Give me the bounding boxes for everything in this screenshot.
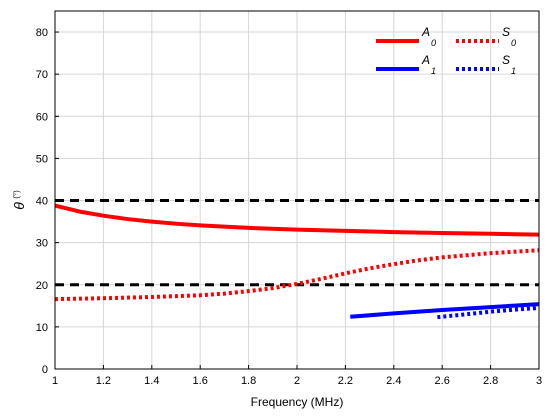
legend-name: A [421, 25, 430, 39]
legend-label-S1: S1 [502, 53, 516, 76]
y-axis-symbol: θ [11, 202, 27, 210]
series-layer [54, 203, 540, 320]
x-axis-title: Frequency (MHz) [251, 395, 344, 409]
legend-subscript: 0 [431, 38, 436, 48]
series-A1-line [350, 302, 540, 319]
legend-label-A0: A0 [421, 25, 436, 48]
x-tick-label: 2.6 [435, 375, 450, 387]
y-tick-label: 70 [36, 69, 48, 81]
legend-label-A1: A1 [421, 53, 436, 76]
legend-subscript: 1 [431, 66, 436, 76]
series-S1-line [437, 305, 540, 320]
y-tick-label: 80 [36, 27, 48, 39]
x-tick-label: 1.4 [144, 375, 159, 387]
x-tick-label: 2 [294, 375, 300, 387]
legend-name: S [502, 25, 510, 39]
y-tick-label: 50 [36, 153, 48, 165]
y-axis-unit: (°) [12, 190, 21, 199]
y-tick-label: 30 [36, 238, 48, 250]
x-tick-label: 1.6 [193, 375, 208, 387]
x-tick-label: 2.4 [386, 375, 401, 387]
ticks: 1 1.2 1.4 1.6 1.8 2 2.2 2.4 2.6 2.8 30102030405060… [36, 27, 542, 387]
legend-name: S [502, 53, 510, 67]
legend-name: A [421, 53, 430, 67]
series-A0-line [54, 203, 540, 237]
series-S0-line [54, 248, 540, 302]
legend-subscript: 0 [511, 38, 516, 48]
y-axis-title: θ (°) [11, 190, 27, 210]
legend-subscript: 1 [511, 66, 516, 76]
x-tick-label: 1 [52, 375, 58, 387]
y-tick-label: 0 [42, 364, 48, 376]
y-tick-label: 40 [36, 196, 48, 208]
x-tick-label: 2.8 [483, 375, 498, 387]
x-tick-label: 1.2 [96, 375, 111, 387]
x-tick-label: 3 [536, 375, 542, 387]
y-tick-label: 20 [36, 280, 48, 292]
x-tick-label: 2.2 [338, 375, 353, 387]
y-tick-label: 60 [36, 111, 48, 123]
x-tick-label: 1.8 [241, 375, 256, 387]
grid [54, 11, 540, 370]
y-tick-label: 10 [36, 322, 48, 334]
legend-label-S0: S0 [502, 25, 516, 48]
svg-text:θ (°): θ (°) [11, 190, 27, 210]
